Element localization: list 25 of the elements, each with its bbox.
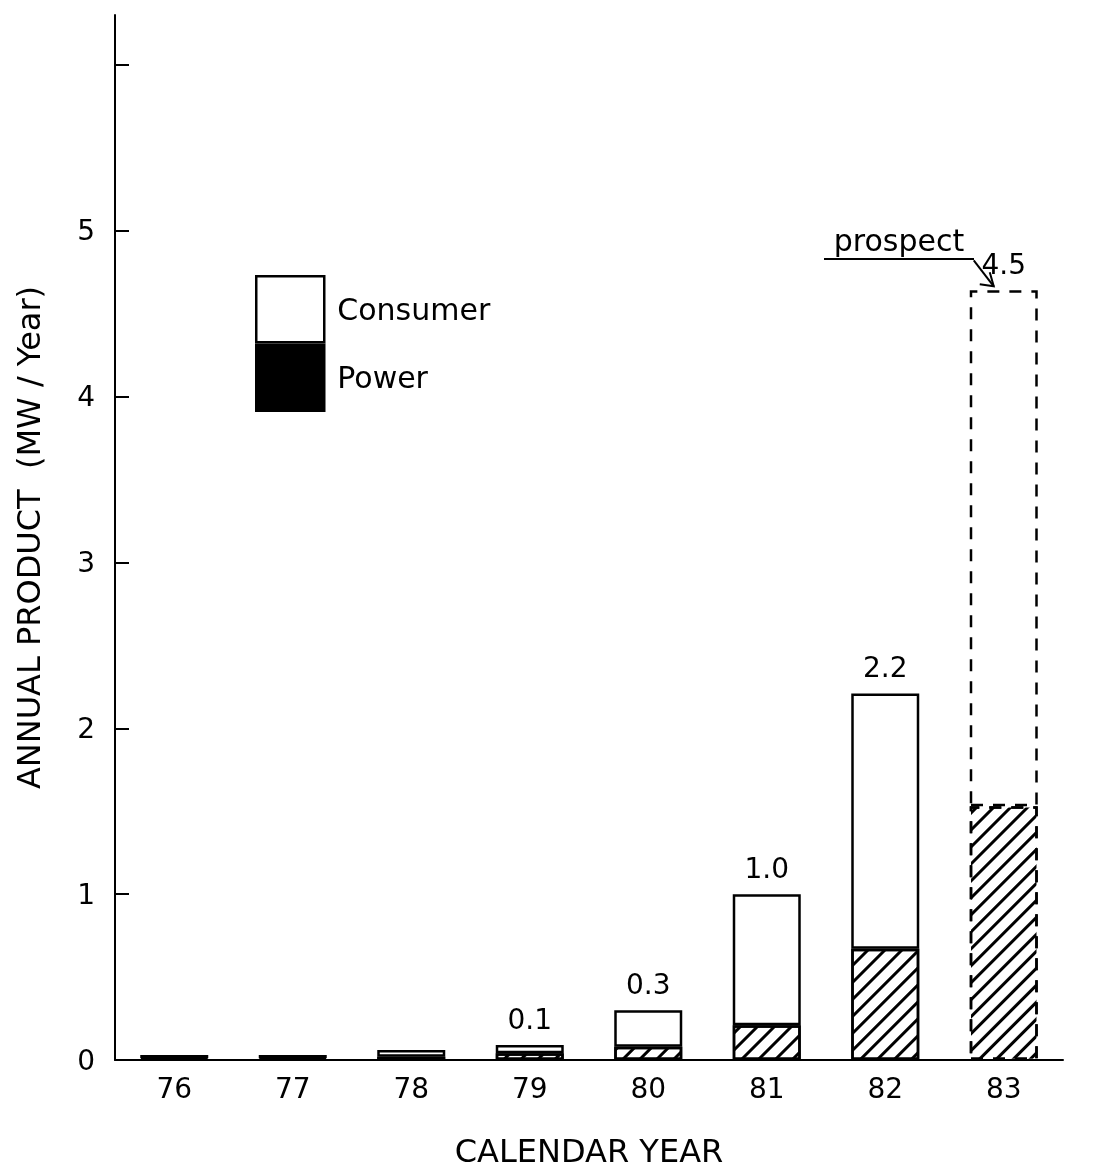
x-tick-label: 83 (985, 1071, 1022, 1105)
y-tick-label: 4 (77, 380, 95, 414)
legend-label: Consumer (337, 291, 491, 327)
y-tick-label: 2 (77, 711, 95, 745)
x-tick-label: 80 (630, 1071, 667, 1105)
x-tick-label: 82 (867, 1071, 904, 1105)
total-label: 0.3 (625, 967, 671, 1001)
total-label: 4.5 (981, 247, 1027, 281)
x-tick-label: 78 (393, 1071, 430, 1105)
x-tick-label: 76 (156, 1071, 193, 1105)
legend-label: Power (337, 360, 429, 396)
x-tick-label: 77 (274, 1071, 311, 1105)
total-label: 2.2 (862, 650, 908, 684)
total-label: 0.1 (507, 1002, 553, 1036)
total-label: 1.0 (744, 851, 790, 885)
y-tick-label: 0 (77, 1043, 95, 1077)
y-tick-label: 3 (77, 545, 95, 579)
x-tick-label: 79 (511, 1071, 548, 1105)
y-axis-title: ANNUAL PRODUCT (MW / Year) (10, 285, 48, 790)
x-axis-title: CALENDAR YEAR (454, 1132, 724, 1170)
annotation: prospect (823, 223, 975, 261)
y-tick-label: 1 (77, 877, 95, 911)
y-tick-label: 5 (77, 214, 95, 248)
bar (377, 1050, 446, 1057)
x-tick-label: 81 (748, 1071, 785, 1105)
